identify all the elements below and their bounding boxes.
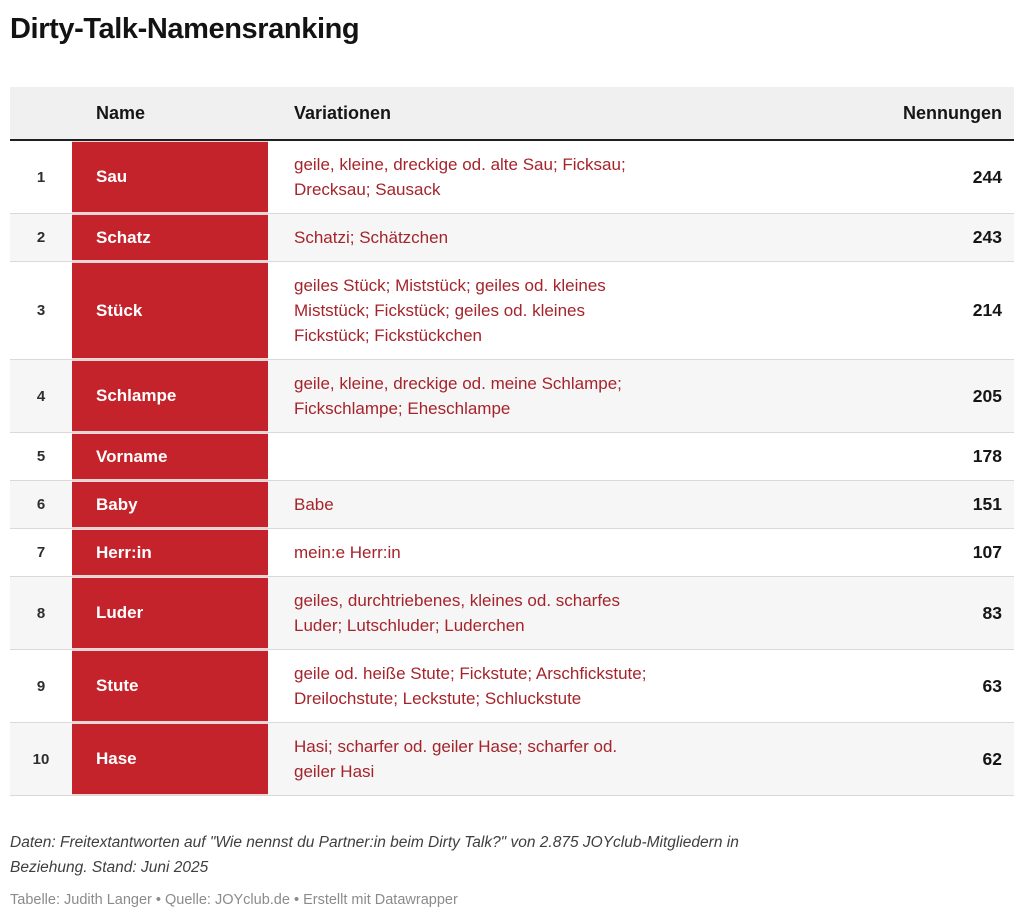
name-cell: Hase (72, 722, 268, 796)
count-cell: 205 (788, 359, 1014, 433)
table-body: 1 Sau geile, kleine, dreckige od. alte S… (10, 140, 1014, 796)
rank-cell: 10 (10, 722, 72, 796)
table-row: 3 Stück geiles Stück; Miststück; geiles … (10, 261, 1014, 360)
variations-cell (268, 432, 788, 481)
table-row: 9 Stute geile od. heiße Stute; Fickstute… (10, 649, 1014, 723)
variations-cell: geiles Stück; Miststück; geiles od. klei… (268, 261, 788, 360)
header-variations: Variationen (268, 87, 788, 141)
rank-cell: 5 (10, 432, 72, 481)
header-name: Name (72, 87, 268, 141)
name-cell: Sau (72, 140, 268, 214)
name-cell: Schlampe (72, 359, 268, 433)
data-note: Daten: Freitextantworten auf "Wie nennst… (10, 834, 739, 876)
count-cell: 243 (788, 213, 1014, 262)
rank-cell: 3 (10, 261, 72, 360)
name-cell: Baby (72, 480, 268, 529)
count-cell: 178 (788, 432, 1014, 481)
rank-cell: 6 (10, 480, 72, 529)
table-row: 6 Baby Babe 151 (10, 480, 1014, 529)
rank-cell: 7 (10, 528, 72, 577)
variations-cell: geiles, durchtriebenes, kleines od. scha… (268, 576, 788, 650)
count-cell: 62 (788, 722, 1014, 796)
table-row: 4 Schlampe geile, kleine, dreckige od. m… (10, 359, 1014, 433)
chart-title: Dirty-Talk-Namensranking (10, 13, 360, 45)
count-cell: 63 (788, 649, 1014, 723)
count-cell: 83 (788, 576, 1014, 650)
header-rank (10, 87, 72, 141)
table-header: Name Variationen Nennungen (10, 87, 1014, 141)
rank-cell: 1 (10, 140, 72, 214)
variations-cell: geile od. heiße Stute; Fickstute; Arschf… (268, 649, 788, 723)
name-cell: Stute (72, 649, 268, 723)
table-row: 1 Sau geile, kleine, dreckige od. alte S… (10, 140, 1014, 214)
name-cell: Stück (72, 261, 268, 360)
name-cell: Herr:in (72, 528, 268, 577)
name-cell: Schatz (72, 213, 268, 262)
count-cell: 214 (788, 261, 1014, 360)
variations-cell: mein:e Herr:in (268, 528, 788, 577)
table-row: 5 Vorname 178 (10, 432, 1014, 481)
rank-cell: 2 (10, 213, 72, 262)
table-row: 7 Herr:in mein:e Herr:in 107 (10, 528, 1014, 577)
count-cell: 107 (788, 528, 1014, 577)
variations-cell: geile, kleine, dreckige od. meine Schlam… (268, 359, 788, 433)
rank-cell: 8 (10, 576, 72, 650)
variations-cell: Babe (268, 480, 788, 529)
name-cell: Luder (72, 576, 268, 650)
header-row: Name Variationen Nennungen (10, 87, 1014, 141)
variations-cell: Hasi; scharfer od. geiler Hase; scharfer… (268, 722, 788, 796)
rank-cell: 4 (10, 359, 72, 433)
variations-cell: Schatzi; Schätzchen (268, 213, 788, 262)
count-cell: 151 (788, 480, 1014, 529)
table-row: 2 Schatz Schatzi; Schätzchen 243 (10, 213, 1014, 262)
byline: Tabelle: Judith Langer • Quelle: JOYclub… (10, 892, 458, 908)
header-nennungen: Nennungen (788, 87, 1014, 141)
table-row: 10 Hase Hasi; scharfer od. geiler Hase; … (10, 722, 1014, 796)
name-cell: Vorname (72, 432, 268, 481)
table-row: 8 Luder geiles, durchtriebenes, kleines … (10, 576, 1014, 650)
count-cell: 244 (788, 140, 1014, 214)
ranking-table: Name Variationen Nennungen 1 Sau geile, … (10, 87, 1014, 796)
variations-cell: geile, kleine, dreckige od. alte Sau; Fi… (268, 140, 788, 214)
rank-cell: 9 (10, 649, 72, 723)
